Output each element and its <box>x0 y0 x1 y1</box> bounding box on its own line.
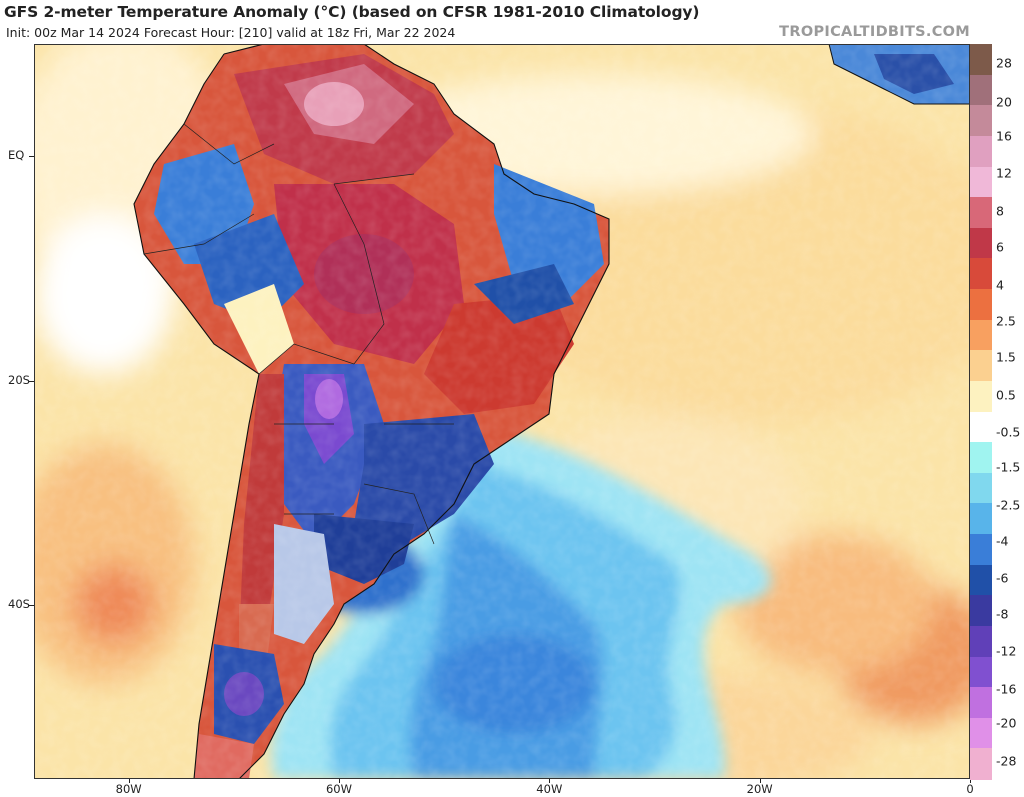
colorbar-cell <box>970 717 992 749</box>
colorbar-cell <box>970 74 992 106</box>
colorbar-cell <box>970 656 992 688</box>
colorbar-label: -8 <box>996 606 1009 622</box>
colorbar-cell <box>970 166 992 198</box>
lon-label: 80W <box>115 782 142 796</box>
lon-tick <box>338 779 340 783</box>
colorbar-label: 8 <box>996 203 1004 219</box>
lon-label: 0 <box>966 782 974 796</box>
colorbar-cell <box>970 319 992 351</box>
colorbar-label: 2.5 <box>996 313 1016 329</box>
lon-tick <box>549 779 551 783</box>
colorbar-cell <box>970 564 992 596</box>
colorbar-label: -12 <box>996 643 1017 659</box>
colorbar-cell <box>970 350 992 382</box>
colorbar-cell <box>970 227 992 259</box>
lon-label: 60W <box>325 782 352 796</box>
site-watermark: TROPICALTIDBITS.COM <box>779 24 970 40</box>
lon-tick <box>970 779 971 783</box>
colorbar <box>970 44 992 780</box>
colorbar-cell <box>970 258 992 290</box>
lat-tick <box>29 380 34 382</box>
colorbar-label: -6 <box>996 570 1009 586</box>
chart-subtitle: Init: 00z Mar 14 2024 Forecast Hour: [21… <box>6 25 456 40</box>
colorbar-cell <box>970 135 992 167</box>
colorbar-cell <box>970 687 992 719</box>
colorbar-cell <box>970 472 992 504</box>
country-borders <box>143 123 454 545</box>
colorbar-cell <box>970 44 992 76</box>
coastline <box>133 44 610 779</box>
colorbar-label: 4 <box>996 277 1004 293</box>
colorbar-label: -16 <box>996 681 1017 697</box>
colorbar-cell <box>970 411 992 443</box>
colorbar-cell <box>970 534 992 566</box>
colorbar-cell <box>970 625 992 657</box>
lon-tick <box>759 779 761 783</box>
colorbar-label: 1.5 <box>996 349 1016 365</box>
map-frame <box>34 44 970 779</box>
noise-texture <box>34 44 970 779</box>
lat-tick <box>29 156 34 158</box>
colorbar-cell <box>970 289 992 321</box>
colorbar-label: -28 <box>996 753 1017 769</box>
colorbar-label: 12 <box>996 165 1012 181</box>
colorbar-label: 16 <box>996 128 1012 144</box>
lat-label: 20S <box>8 372 30 387</box>
colorbar-cell <box>970 442 992 474</box>
lon-tick <box>128 779 130 783</box>
chart-title: GFS 2-meter Temperature Anomaly (°C) (ba… <box>4 3 700 21</box>
lat-label: EQ <box>8 148 25 163</box>
lat-tick <box>29 605 34 607</box>
colorbar-cell <box>970 197 992 229</box>
colorbar-label: 28 <box>996 55 1012 71</box>
colorbar-cell <box>970 105 992 137</box>
colorbar-label: -0.5 <box>996 424 1021 440</box>
anomaly-map <box>34 44 970 779</box>
lon-label: 20W <box>746 782 773 796</box>
lon-label: 40W <box>536 782 563 796</box>
colorbar-label: -20 <box>996 715 1017 731</box>
colorbar-label: -1.5 <box>996 459 1021 475</box>
colorbar-label: -2.5 <box>996 497 1021 513</box>
colorbar-cell <box>970 380 992 412</box>
colorbar-label: 20 <box>996 94 1012 110</box>
colorbar-label: -4 <box>996 533 1009 549</box>
colorbar-label: 6 <box>996 239 1004 255</box>
colorbar-label: 0.5 <box>996 387 1016 403</box>
colorbar-cell <box>970 503 992 535</box>
colorbar-cell <box>970 748 992 780</box>
colorbar-cell <box>970 595 992 627</box>
lat-label: 40S <box>8 597 30 612</box>
